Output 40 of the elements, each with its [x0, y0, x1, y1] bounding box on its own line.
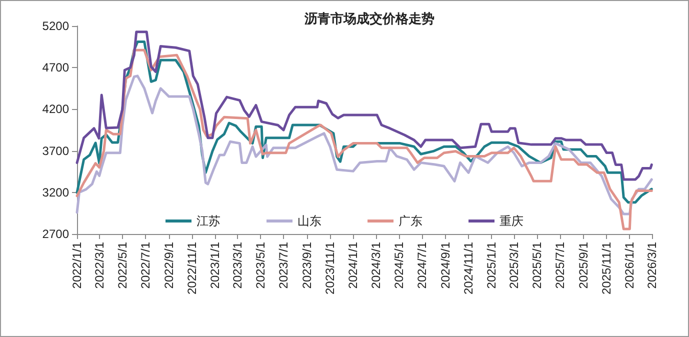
- x-tick-label: 2022/5/1: [115, 242, 130, 289]
- legend-label: 广东: [398, 214, 422, 228]
- y-tick-label: 5200: [42, 19, 70, 33]
- line-series: [76, 30, 653, 181]
- x-tick-label: 2025/3/1: [506, 242, 521, 289]
- y-tick-label: 4700: [42, 60, 70, 75]
- x-tick-label: 2023/1/1: [208, 242, 222, 289]
- x-tick-label: 2022/9/1: [162, 242, 176, 289]
- y-tick-label: 3700: [42, 144, 70, 158]
- x-tick-label: 2022/7/1: [138, 242, 152, 289]
- x-tick-label: 2023/3/1: [230, 242, 244, 289]
- chart-title: 沥青市场成交价格走势: [304, 11, 434, 27]
- x-tick-label: 2024/9/1: [438, 242, 452, 289]
- x-tick-label: 2025/9/1: [576, 242, 591, 289]
- x-tick-label: 2022/3/1: [92, 242, 106, 289]
- line-series: [76, 48, 653, 230]
- line-series: [76, 74, 653, 216]
- x-tick-label: 2025/5/1: [530, 242, 544, 289]
- legend-label: 山东: [298, 214, 322, 228]
- x-tick-label: 2024/1/1: [346, 242, 360, 289]
- x-tick-label: 2025/11/1: [600, 242, 614, 294]
- x-tick-label: 2024/7/1: [415, 242, 429, 289]
- legend-label: 重庆: [500, 214, 524, 228]
- x-tick-label: 2024/3/1: [368, 242, 383, 289]
- x-tick-label: 2023/11/1: [323, 242, 338, 294]
- legend-label: 江苏: [196, 214, 220, 228]
- x-tick-label: 2022/11/1: [185, 242, 199, 294]
- x-tick-label: 2024/5/1: [392, 242, 406, 289]
- y-tick-label: 4200: [42, 102, 70, 116]
- x-tick-label: 2024/11/1: [462, 242, 476, 294]
- x-tick-label: 2023/5/1: [253, 242, 268, 289]
- y-tick-label: 3200: [42, 185, 70, 200]
- x-tick-label: 2023/7/1: [276, 242, 291, 289]
- x-tick-label: 2023/9/1: [300, 242, 314, 289]
- y-tick-label: 2700: [42, 227, 70, 241]
- x-tick-label: 2025/7/1: [553, 242, 568, 289]
- x-tick-label: 2022/1/1: [70, 242, 84, 289]
- x-tick-label: 2026/3/1: [645, 242, 659, 289]
- x-tick-label: 2026/1/1: [622, 242, 637, 289]
- x-tick-label: 2025/1/1: [484, 242, 499, 289]
